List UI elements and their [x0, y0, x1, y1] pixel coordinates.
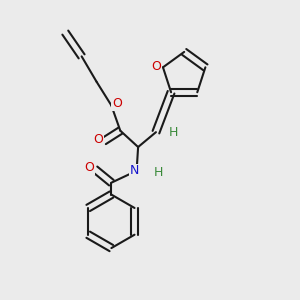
Text: O: O	[93, 133, 103, 146]
Text: N: N	[130, 164, 139, 177]
Text: O: O	[152, 60, 161, 73]
Text: O: O	[112, 98, 122, 110]
Text: H: H	[154, 166, 164, 179]
Text: O: O	[85, 161, 94, 174]
Text: H: H	[169, 126, 178, 139]
